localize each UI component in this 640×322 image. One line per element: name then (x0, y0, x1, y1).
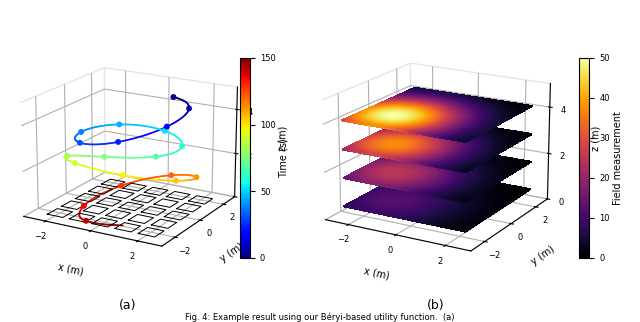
Text: Fig. 4: Example result using our Béryi-based utility function.  (a): Fig. 4: Example result using our Béryi-b… (185, 313, 455, 322)
Text: (a): (a) (119, 299, 137, 312)
Y-axis label: y (m): y (m) (530, 245, 557, 268)
X-axis label: x (m): x (m) (362, 266, 390, 281)
Text: (b): (b) (426, 299, 444, 312)
X-axis label: x (m): x (m) (58, 262, 85, 277)
Y-axis label: y (m): y (m) (219, 241, 246, 264)
Y-axis label: Time (s): Time (s) (278, 138, 289, 178)
Y-axis label: Field measurement: Field measurement (612, 111, 623, 205)
